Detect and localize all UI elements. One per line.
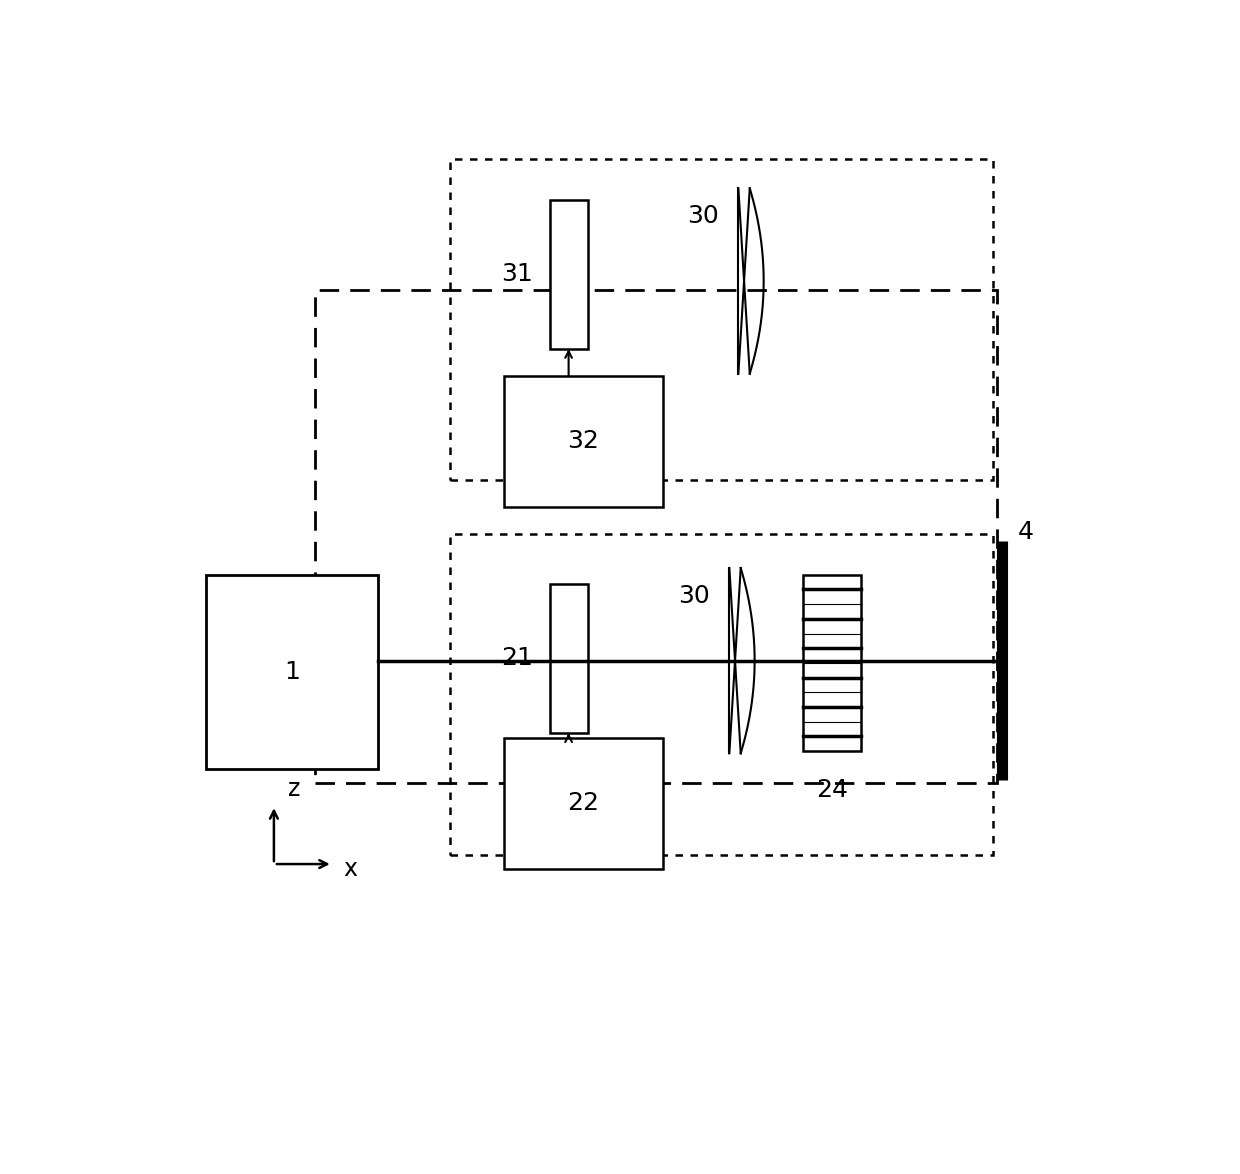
Bar: [450, 158, 992, 480]
Bar: [549, 583, 588, 733]
Bar: [802, 575, 862, 751]
Text: 32: 32: [568, 430, 599, 453]
Bar: [206, 575, 378, 769]
Text: 30: 30: [687, 204, 719, 228]
Bar: [505, 376, 662, 507]
Text: 21: 21: [501, 647, 533, 670]
Text: 30: 30: [678, 583, 709, 608]
Bar: [315, 290, 997, 783]
Text: 22: 22: [568, 791, 599, 815]
Text: 1: 1: [284, 660, 300, 684]
Bar: [450, 534, 992, 855]
Text: 4: 4: [1018, 520, 1034, 544]
Text: x: x: [343, 857, 357, 880]
Bar: [549, 200, 588, 349]
Text: 31: 31: [502, 262, 533, 286]
Bar: [505, 737, 662, 869]
Text: 24: 24: [816, 778, 848, 802]
Text: z: z: [288, 777, 300, 801]
